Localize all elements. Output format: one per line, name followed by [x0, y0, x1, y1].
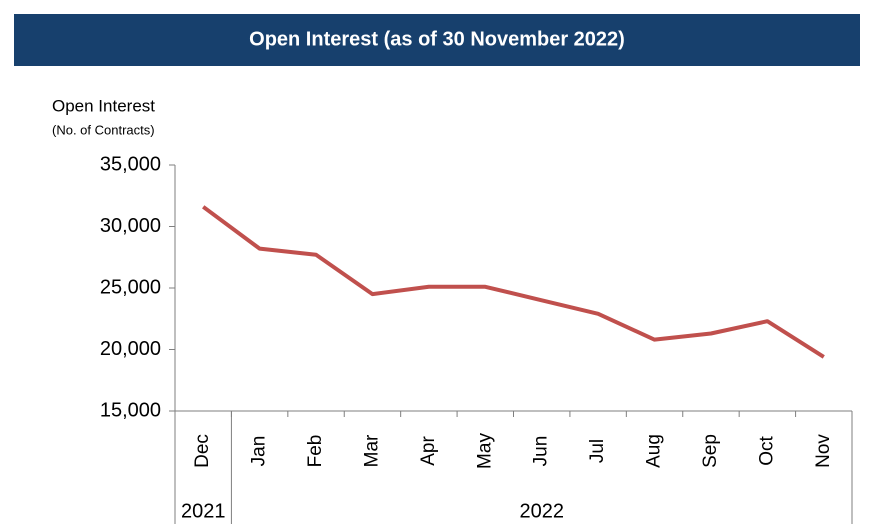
y-tick-label: 15,000: [100, 399, 161, 421]
y-axis-sublabel: (No. of Contracts): [52, 122, 155, 137]
x-tick-label: Sep: [700, 434, 721, 468]
x-tick-label: Nov: [813, 434, 834, 468]
x-tick-label: Dec: [192, 434, 213, 468]
y-axis-label: Open Interest: [52, 96, 155, 115]
x-tick-label: Feb: [305, 435, 326, 468]
year-label: 2021: [181, 500, 226, 522]
x-tick-label: Jul: [587, 439, 608, 463]
x-tick-label: Mar: [361, 434, 382, 467]
x-tick-label: Jun: [531, 436, 552, 467]
y-tick-label: 35,000: [100, 153, 161, 175]
x-tick-label: Oct: [756, 436, 777, 466]
chart-title: Open Interest (as of 30 November 2022): [249, 28, 625, 50]
title-bar: [14, 14, 860, 66]
y-tick-label: 25,000: [100, 276, 161, 298]
year-label: 2022: [519, 500, 564, 522]
x-tick-label: Aug: [644, 434, 665, 468]
y-tick-label: 30,000: [100, 215, 161, 237]
x-tick-label: Apr: [418, 436, 439, 466]
data-line: [202, 205, 825, 359]
x-tick-label: May: [474, 433, 495, 469]
x-tick-label: Jan: [249, 436, 270, 467]
y-tick-label: 20,000: [100, 338, 161, 360]
